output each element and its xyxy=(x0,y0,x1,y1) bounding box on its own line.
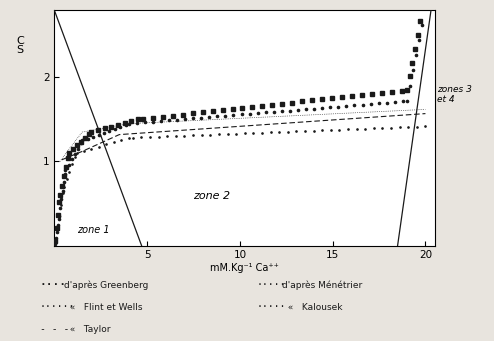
Text: ····: ···· xyxy=(40,280,67,290)
Text: «   Taylor: « Taylor xyxy=(64,325,111,335)
Text: «   Kalousek: « Kalousek xyxy=(282,303,342,312)
Text: zone 1: zone 1 xyxy=(77,225,109,235)
Text: ·····: ····· xyxy=(257,280,286,290)
X-axis label: mM.Kg⁻¹ Ca⁺⁺: mM.Kg⁻¹ Ca⁺⁺ xyxy=(210,263,279,273)
Text: «   Flint et Wells: « Flint et Wells xyxy=(64,303,143,312)
Text: zones 3
et 4: zones 3 et 4 xyxy=(437,85,471,104)
Text: - - -: - - - xyxy=(40,325,69,335)
Text: ·····: ····· xyxy=(257,302,286,312)
Text: ······: ······ xyxy=(40,302,75,312)
Text: d'après Greenberg: d'après Greenberg xyxy=(64,281,149,290)
Text: d'après Ménétrier: d'après Ménétrier xyxy=(282,281,362,290)
Text: zone 2: zone 2 xyxy=(194,191,231,201)
Y-axis label: C
S: C S xyxy=(16,36,24,55)
